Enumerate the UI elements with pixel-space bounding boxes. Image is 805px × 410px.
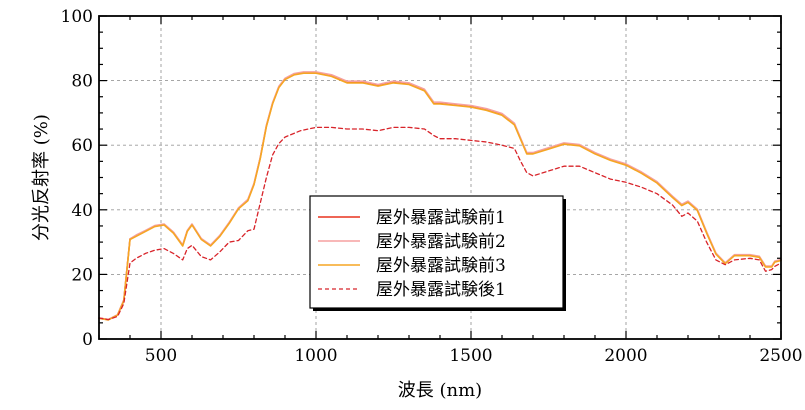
axes: 500 1000 1500 2000 2500 0 20 40 60 80 100 xyxy=(61,7,803,366)
series-line-4 xyxy=(98,126,782,321)
x-tick-label: 2000 xyxy=(604,346,647,366)
y-axis-label: 分光反射率 (%) xyxy=(31,114,52,241)
legend: 屋外暴露試験前1 屋外暴露試験前2 屋外暴露試験前3 屋外暴露試験後1 xyxy=(309,195,566,311)
x-tick-label: 500 xyxy=(145,346,177,366)
y-tick-label: 100 xyxy=(61,7,93,27)
legend-label-2: 屋外暴露試験前2 xyxy=(376,232,506,252)
x-tick-label: 1000 xyxy=(294,346,337,366)
y-tick-label: 0 xyxy=(82,330,93,350)
legend-label-1: 屋外暴露試験前1 xyxy=(376,208,506,228)
legend-box xyxy=(309,195,564,309)
x-axis-label: 波長 (nm) xyxy=(398,380,482,401)
y-tick-label: 40 xyxy=(71,201,93,221)
legend-label-4: 屋外暴露試験後1 xyxy=(376,280,506,300)
x-tick-label: 2500 xyxy=(759,346,802,366)
y-tick-label: 20 xyxy=(71,265,93,285)
y-tick-label: 60 xyxy=(71,136,93,156)
y-tick-label: 80 xyxy=(71,72,93,92)
series-group xyxy=(98,71,782,321)
legend-label-3: 屋外暴露試験前3 xyxy=(376,256,506,276)
series-line-3 xyxy=(98,72,782,321)
x-tick-label: 1500 xyxy=(449,346,492,366)
